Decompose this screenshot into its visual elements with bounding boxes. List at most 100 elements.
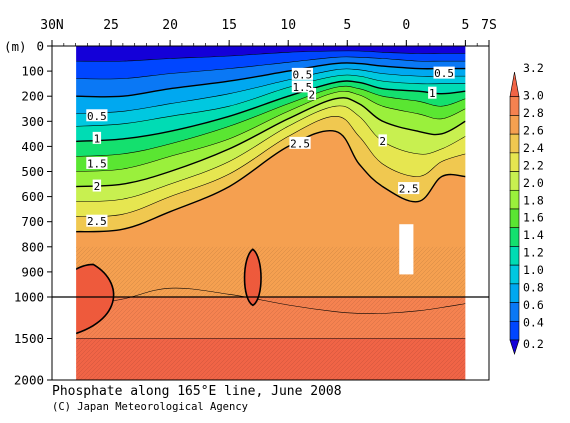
y-tick-label: 0	[36, 39, 44, 54]
contour-label: 2.5	[399, 183, 419, 196]
x-tick-label: 30N	[40, 18, 63, 33]
latitude-axis: 30N 25 20 15 10 5 0 5 7S	[40, 18, 497, 46]
y-tick-label: 400	[21, 139, 44, 154]
contour-line	[75, 105, 466, 202]
contour-label-bg	[398, 182, 420, 195]
contour-line	[75, 85, 466, 157]
contour-line	[75, 68, 466, 115]
colorbar-label: 2.6	[523, 123, 544, 137]
contour-label: 1.5	[87, 157, 107, 170]
contour-line	[75, 62, 466, 98]
colorbar-swatch	[509, 96, 520, 116]
contour-label: 0.5	[292, 68, 312, 81]
y-tick-label: 100	[21, 64, 44, 79]
contour-line	[75, 97, 466, 188]
y-tick-label: 900	[21, 264, 44, 279]
colorbar-label: 1.0	[523, 263, 544, 277]
contour-line	[75, 129, 466, 233]
y-tick-label: 500	[21, 164, 44, 179]
colorbar-swatch	[509, 246, 520, 266]
contour-label-bg	[307, 87, 317, 100]
field-overlays	[52, 46, 489, 380]
x-tick-label: 10	[280, 18, 296, 33]
contour-label-bg	[86, 156, 108, 169]
colorbar-label: 1.4	[523, 228, 544, 242]
colorbar-swatch	[509, 189, 520, 210]
contour-line	[75, 90, 466, 172]
colorbar-swatch	[509, 320, 520, 341]
x-tick-label: 7S	[481, 18, 497, 33]
colorbar-bottom-arrow	[509, 339, 520, 355]
colorbar-swatch	[509, 208, 520, 229]
contour-label-bg	[291, 67, 313, 80]
contour-line	[75, 50, 466, 62]
y-tick-label: 200	[21, 89, 44, 104]
x-tick-label: 25	[103, 18, 119, 33]
y-tick-label: 2000	[14, 373, 44, 388]
contour-label-bg	[92, 179, 102, 192]
plot-frame	[51, 45, 490, 381]
colorbar-label: 1.2	[523, 246, 544, 260]
colorbar-label: 1.6	[523, 211, 544, 225]
chart-title: Phosphate along 165°E line, June 2008	[52, 384, 342, 399]
contour-label: 0.5	[87, 110, 107, 123]
contour-label-bg	[378, 134, 387, 147]
contour-label-bg	[86, 214, 108, 227]
x-tick-label: 5	[461, 18, 469, 33]
y-tick-label: 800	[21, 239, 44, 254]
colorbar-swatch	[509, 227, 520, 247]
colorbar-swatch	[509, 152, 520, 172]
contour-label: 1	[429, 87, 436, 100]
y-unit-label: (m)	[4, 39, 27, 54]
colorbar-label: 3.0	[523, 88, 544, 102]
colorbar-top-arrow	[509, 71, 520, 98]
x-tick-label: 0	[402, 18, 410, 33]
colorbar-label: 2.8	[523, 106, 544, 120]
colorbar-label: 0.2	[523, 337, 544, 351]
colorbar-label: 3.2	[523, 61, 544, 75]
missing-data-box	[399, 224, 414, 275]
contour-line	[75, 116, 466, 217]
contour-label: 0.5	[434, 67, 454, 80]
colorbar-label: 0.6	[523, 298, 544, 312]
contour-line	[75, 56, 466, 80]
x-tick-label: 15	[221, 18, 237, 33]
y-tick-label: 1000	[14, 290, 44, 305]
contour-label-bg	[433, 66, 455, 79]
contour-label: 2	[94, 180, 101, 193]
contour-label: 2	[309, 88, 316, 101]
colorbar-label: 0.8	[523, 281, 544, 295]
colorbar-label: 1.8	[523, 193, 544, 207]
contour-line	[75, 80, 466, 143]
x-tick-label: 20	[162, 18, 178, 33]
contour-label-bg	[289, 136, 311, 149]
colorbar-swatch	[509, 171, 520, 191]
high-value-contour	[243, 248, 262, 307]
depth-axis: 0 100 200 300 400 500 600 700 800 900 1000 1500 2000…	[4, 39, 52, 388]
contour-labels: 0.511.522.50.51.522.5 22.50.51	[86, 66, 455, 228]
no-data-left	[52, 46, 77, 380]
y-tick-label: 300	[21, 114, 44, 129]
contour-line	[75, 74, 466, 127]
x-tick-label: 5	[343, 18, 351, 33]
contour-label: 2.5	[87, 215, 107, 228]
contour-label-bg	[92, 131, 102, 144]
y-tick-label: 700	[21, 214, 44, 229]
colorbar-swatch	[509, 133, 520, 154]
contour-label: 1.5	[292, 81, 312, 94]
colorbar-swatch	[509, 115, 520, 135]
colorbar-label: 2.2	[523, 158, 544, 172]
colorbar-label: 0.4	[523, 316, 544, 330]
contour-label: 1	[94, 132, 101, 145]
contour-label-bg	[428, 86, 437, 99]
contour-label: 2.5	[290, 137, 310, 150]
colorbar-swatch	[509, 264, 520, 285]
colorbar-label: 2.0	[523, 176, 544, 190]
no-data-right	[465, 46, 489, 380]
colorbar-label: 2.4	[523, 141, 544, 155]
colorbar-swatch	[509, 283, 520, 303]
colorbar: 0.2 0.4 0.6 0.8 1.0 1.2 1.4 1.6 1.8 2.0 2.2 2.4 2.6 2…	[509, 61, 544, 355]
contour-label-bg	[86, 109, 108, 122]
y-tick-label: 1500	[14, 331, 44, 346]
